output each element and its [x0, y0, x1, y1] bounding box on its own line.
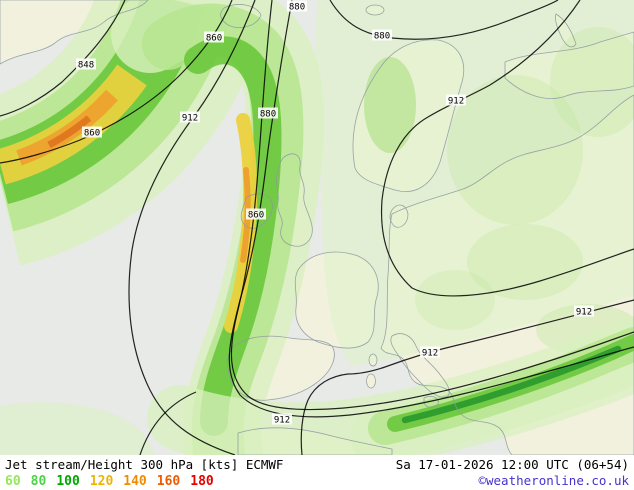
valid-datetime: Sa 17-01-2026 12:00 UTC (06+54) [395, 456, 629, 472]
contour-label-text: 860 [248, 211, 264, 221]
map-footer: Jet stream/Height 300 hPa [kts] ECMWF Sa… [0, 455, 634, 490]
contour-label-text: 912 [576, 308, 592, 318]
contour-line-trough-west [128, 0, 256, 455]
contour-label-text: 912 [422, 349, 438, 359]
jet-nw-160kts [47, 115, 92, 149]
jet-stream-shading [0, 0, 634, 455]
contour-label-text: 848 [78, 61, 94, 71]
contour-label: 848 [76, 58, 96, 71]
contour-line-912-south [300, 299, 634, 455]
footer-title-row: Jet stream/Height 300 hPa [kts] ECMWF Sa… [5, 457, 629, 473]
contour-label-text: 912 [274, 416, 290, 426]
contour-label-text: 912 [448, 97, 464, 107]
contour-label-text: 860 [206, 34, 222, 44]
legend-value-120: 120 [89, 473, 114, 489]
contour-label: 912 [272, 413, 292, 426]
contour-line-trough-east [228, 0, 634, 418]
wind-speed-legend: 60 80 100 120 140 160 180 [5, 474, 214, 490]
copyright-link[interactable]: ©weatheronline.co.uk [478, 472, 629, 488]
jet-main-100kts [184, 36, 282, 436]
contour-label-text: 880 [289, 3, 305, 13]
jet-shade-southwest-patch [0, 402, 154, 455]
map-area: 880 860 880 848 912 880 860 [0, 0, 634, 455]
contour-line-southwest [139, 391, 197, 455]
map-title: Jet stream/Height 300 hPa [kts] ECMWF [5, 456, 284, 472]
footer-legend-row: 60 80 100 120 140 160 180 ©weatheronline… [5, 473, 629, 490]
contour-line-848 [0, 0, 126, 117]
weather-map: 880 860 880 848 912 880 860 [0, 0, 634, 455]
legend-value-180: 180 [190, 473, 214, 489]
jet-se-core [401, 345, 622, 424]
contour-label: 880 [287, 0, 307, 13]
contour-label-text: 860 [84, 129, 100, 139]
contour-label: 912 [446, 94, 466, 107]
contour-label: 912 [574, 305, 594, 318]
contour-label: 860 [204, 31, 224, 44]
contour-label: 860 [246, 208, 266, 221]
jet-shade-central-patch [415, 270, 495, 330]
jet-band-southeast [350, 327, 634, 455]
contour-label-text: 880 [374, 32, 390, 42]
legend-value-160: 160 [156, 473, 181, 489]
legend-value-100: 100 [56, 473, 80, 489]
contour-line-912-east [380, 0, 634, 297]
contour-label: 880 [372, 29, 392, 42]
contour-label: 912 [180, 111, 200, 124]
contour-line-880-north [329, 0, 559, 40]
jet-shade-norway-patch [364, 57, 416, 153]
contour-labels: 880 860 880 848 912 880 860 [76, 0, 594, 426]
jet-shade-baltic-patch [447, 75, 583, 225]
legend-value-140: 140 [123, 473, 147, 489]
contour-line-trough-mid [230, 0, 634, 411]
legend-value-60: 60 [5, 473, 21, 489]
jet-shade-poland-patch [467, 224, 583, 300]
contour-label: 860 [82, 126, 102, 139]
contour-label-text: 880 [260, 110, 276, 120]
legend-value-80: 80 [30, 473, 47, 489]
contour-label: 912 [420, 346, 440, 359]
contour-label: 880 [258, 107, 278, 120]
contour-label-text: 912 [182, 114, 198, 124]
jet-shade-russia-patch [550, 27, 634, 137]
